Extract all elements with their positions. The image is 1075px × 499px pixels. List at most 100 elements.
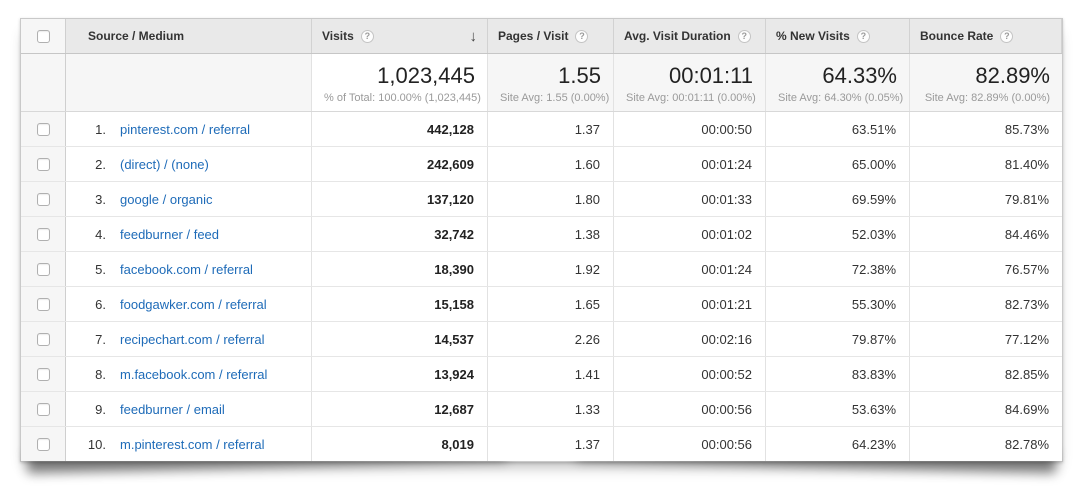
avg-duration-value: 00:01:21 [614,287,766,321]
pages-visit-value: 1.37 [488,427,614,461]
source-link[interactable]: feedburner / feed [120,226,220,242]
source-link[interactable]: (direct) / (none) [120,156,209,172]
column-header-new-visits[interactable]: % New Visits ? [766,19,910,53]
help-icon[interactable]: ? [737,29,751,43]
summary-sublabel: Site Avg: 64.30% (0.05%) [778,92,904,104]
visits-value: 32,742 [312,217,488,251]
summary-bounce-rate: 82.89% Site Avg: 82.89% (0.00%) [910,54,1062,111]
pages-visit-value: 1.33 [488,392,614,426]
help-icon[interactable]: ? [1000,29,1014,43]
table-row: 4. feedburner / feed 32,742 1.38 00:01:0… [21,217,1062,252]
source-link[interactable]: foodgawker.com / referral [120,296,267,312]
checkbox-cell [21,182,66,216]
source-cell: 7. recipechart.com / referral [66,322,312,356]
row-checkbox[interactable] [36,332,50,346]
source-link[interactable]: m.pinterest.com / referral [120,436,265,452]
help-icon[interactable]: ? [856,29,870,43]
avg-duration-value: 00:00:50 [614,112,766,146]
column-header-visits[interactable]: Visits ? ↓ [312,19,488,53]
source-link[interactable]: pinterest.com / referral [120,121,251,137]
bounce-rate-value: 77.12% [1004,331,1049,347]
avg-duration-value: 00:00:56 [614,392,766,426]
source-link[interactable]: recipechart.com / referral [120,331,265,347]
help-icon[interactable]: ? [575,29,589,43]
visits-value: 442,128 [312,112,488,146]
summary-sublabel: % of Total: 100.00% (1,023,445) [324,92,481,104]
row-checkbox[interactable] [36,192,50,206]
summary-sublabel: Site Avg: 00:01:11 (0.00%) [626,92,756,104]
column-header-label: % New Visits [776,29,850,43]
new-visits-value: 72.38% [766,252,910,286]
row-rank: 3. [95,191,106,207]
source-cell: 9. feedburner / email [66,392,312,426]
summary-value: 00:01:11 [668,63,753,88]
bounce-rate-value: 82.85% [1004,366,1049,382]
checkbox-cell [21,357,66,391]
pages-visit-value: 1.37 [488,112,614,146]
source-link[interactable]: feedburner / email [120,401,225,417]
table-row: 2. (direct) / (none) 242,609 1.60 00:01:… [21,147,1062,182]
row-checkbox[interactable] [36,227,50,241]
source-cell: 1. pinterest.com / referral [66,112,312,146]
help-icon[interactable]: ? [360,29,374,43]
visits-value: 15,158 [312,287,488,321]
column-header-avg-visit-duration[interactable]: Avg. Visit Duration ? [614,19,766,53]
row-rank: 4. [95,226,106,242]
summary-row: 1,023,445 % of Total: 100.00% (1,023,445… [21,54,1062,112]
source-cell: 10. m.pinterest.com / referral [66,427,312,461]
table-row: 8. m.facebook.com / referral 13,924 1.41… [21,357,1062,392]
bounce-rate-value: 82.78% [1004,436,1049,452]
analytics-table: Source / Medium Visits ? ↓ Pages / Visit… [20,18,1063,462]
row-checkbox[interactable] [36,157,50,171]
avg-duration-value: 00:01:33 [614,182,766,216]
avg-duration-value: 00:00:56 [614,427,766,461]
summary-sublabel: Site Avg: 1.55 (0.00%) [500,92,610,104]
avg-duration-value: 00:01:24 [614,252,766,286]
checkbox-cell [21,322,66,356]
column-header-pages-visit[interactable]: Pages / Visit ? [488,19,614,53]
bounce-rate-value: 79.81% [1004,191,1049,207]
source-link[interactable]: google / organic [120,191,213,207]
checkbox-cell [21,147,66,181]
column-header-label: Bounce Rate [920,29,994,43]
source-cell: 3. google / organic [66,182,312,216]
visits-value: 12,687 [312,392,488,426]
summary-value: 1,023,445 [377,63,475,88]
table-row: 7. recipechart.com / referral 14,537 2.2… [21,322,1062,357]
row-rank: 8. [95,366,106,382]
visits-value: 242,609 [312,147,488,181]
bounce-rate-value: 76.57% [1004,261,1049,277]
source-link[interactable]: m.facebook.com / referral [120,366,268,382]
source-link[interactable]: facebook.com / referral [120,261,253,277]
row-checkbox[interactable] [36,122,50,136]
column-header-source-medium[interactable]: Source / Medium [66,19,312,53]
source-cell: 5. facebook.com / referral [66,252,312,286]
pages-visit-value: 1.92 [488,252,614,286]
new-visits-value: 69.59% [766,182,910,216]
summary-value: 1.55 [558,63,601,88]
new-visits-value: 83.83% [766,357,910,391]
summary-source-cell [66,54,312,111]
new-visits-value: 52.03% [766,217,910,251]
row-rank: 7. [95,331,106,347]
select-all-cell [21,19,66,53]
pages-visit-value: 1.80 [488,182,614,216]
column-header-bounce-rate[interactable]: Bounce Rate ? [910,19,1062,53]
pages-visit-value: 1.41 [488,357,614,391]
bounce-rate-value: 81.40% [1004,156,1049,172]
avg-duration-value: 00:01:02 [614,217,766,251]
row-rank: 9. [95,401,106,417]
sort-descending-icon[interactable]: ↓ [469,27,478,45]
row-checkbox[interactable] [36,367,50,381]
select-all-checkbox[interactable] [36,29,50,43]
row-checkbox[interactable] [36,402,50,416]
row-checkbox[interactable] [36,437,50,451]
summary-checkbox-cell [21,54,66,111]
bounce-rate-value: 84.69% [1004,401,1049,417]
visits-value: 137,120 [312,182,488,216]
visits-value: 14,537 [312,322,488,356]
row-checkbox[interactable] [36,297,50,311]
row-checkbox[interactable] [36,262,50,276]
table-row: 3. google / organic 137,120 1.80 00:01:3… [21,182,1062,217]
row-rank: 2. [95,156,106,172]
